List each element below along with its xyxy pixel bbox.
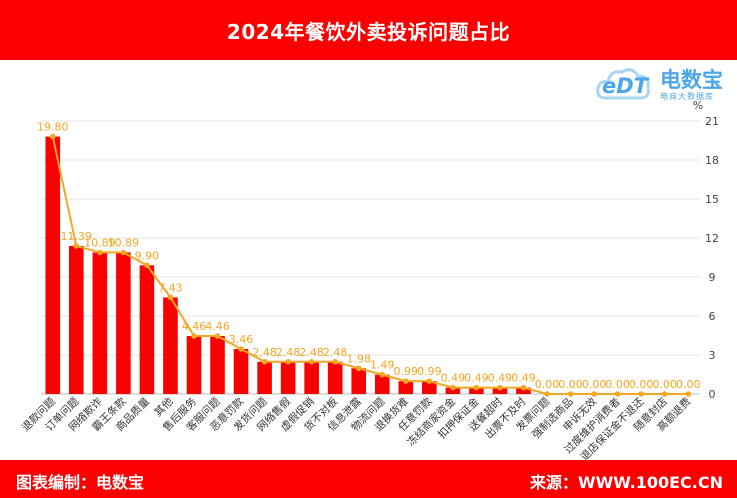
line-point [426, 378, 433, 384]
data-label: 0.00 [652, 378, 677, 391]
line-point [261, 358, 268, 365]
line-point [379, 371, 386, 378]
data-label: 0.00 [676, 378, 701, 391]
brand-logo: eDT 电数宝 电商大数据库 [594, 60, 734, 106]
line-point [473, 384, 480, 391]
bar [92, 252, 108, 394]
line-point [144, 262, 150, 269]
line-point [685, 391, 692, 397]
bar [116, 252, 131, 394]
bar [45, 136, 61, 394]
bar [163, 297, 178, 394]
line-point [191, 333, 197, 339]
logo-edt: eDT [602, 74, 648, 98]
bar [398, 381, 414, 394]
line-point [403, 378, 409, 384]
y-tick-label: 9 [709, 271, 716, 284]
data-label: 0.49 [488, 372, 513, 385]
line-point [638, 391, 644, 397]
bar [233, 349, 249, 394]
y-tick-label: 3 [709, 349, 716, 362]
data-label: 3.46 [229, 333, 254, 346]
bar [210, 336, 225, 394]
data-label: 1.49 [370, 359, 395, 372]
bar [69, 245, 84, 394]
line-point [167, 294, 174, 301]
line-point [450, 384, 456, 391]
bar [374, 374, 390, 394]
line-point [614, 391, 621, 397]
data-label: 0.99 [394, 365, 419, 378]
line-point [567, 391, 574, 397]
y-tick-label: 21 [705, 115, 719, 128]
data-label: 1.98 [346, 352, 371, 365]
bar-chart: 036912151821%19.8011.3910.8910.899.907.4… [19, 99, 719, 460]
logo-subtitle: 电商大数据库 [660, 92, 714, 101]
data-label: 4.46 [182, 320, 207, 333]
y-axis-unit: % [693, 99, 703, 112]
y-tick-label: 12 [705, 232, 719, 245]
footer-banner: 图表编制：电数宝 来源：WWW.100EC.CN [0, 460, 737, 498]
y-tick-label: 18 [705, 154, 719, 167]
y-tick-label: 0 [709, 388, 716, 401]
line-series [51, 136, 689, 395]
bar [445, 387, 461, 394]
data-label: 2.48 [323, 346, 348, 359]
data-label: 10.89 [108, 236, 140, 249]
bar [304, 361, 319, 394]
line-point [97, 249, 103, 256]
data-label: 19.80 [37, 121, 69, 134]
data-label: 2.48 [252, 346, 277, 359]
data-label: 0.49 [511, 372, 536, 385]
y-tick-label: 6 [709, 310, 716, 323]
data-label: 9.90 [135, 249, 160, 262]
line-point [355, 365, 362, 372]
data-label: 4.46 [205, 320, 230, 333]
y-tick-label: 15 [705, 193, 719, 206]
data-label: 0.00 [558, 378, 583, 391]
line-point [661, 391, 668, 397]
line-point [520, 384, 527, 391]
data-label: 2.48 [276, 346, 301, 359]
line-point [120, 249, 127, 256]
data-label: 11.39 [61, 230, 93, 243]
bar [327, 361, 343, 394]
bar [469, 387, 484, 394]
bar [422, 381, 437, 394]
data-label: 0.00 [629, 378, 654, 391]
data-label: 0.49 [441, 372, 466, 385]
line-point [49, 133, 56, 140]
logo-name: 电数宝 [660, 68, 723, 92]
line-point [591, 391, 597, 397]
bar [280, 361, 296, 394]
line-point [238, 346, 244, 352]
data-label: 0.00 [535, 378, 560, 391]
data-label: 0.99 [417, 365, 442, 378]
bar [492, 387, 508, 394]
line-point [332, 358, 338, 365]
bar [186, 336, 202, 394]
footer-editor: 图表编制：电数宝 [16, 473, 145, 492]
data-label: 2.48 [299, 346, 324, 359]
cloud-icon [596, 68, 650, 100]
data-label: 10.89 [84, 236, 116, 249]
line-point [285, 358, 291, 365]
line-point [73, 243, 80, 249]
chart-title: 2024年餐饮外卖投诉问题占比 [226, 19, 511, 44]
line-point [497, 384, 503, 391]
title-banner: 2024年餐饮外卖投诉问题占比 [0, 0, 737, 60]
line-point [308, 358, 315, 365]
bar [351, 368, 367, 394]
bar [139, 265, 155, 394]
line-point [544, 391, 550, 397]
data-label: 0.49 [464, 372, 489, 385]
bar [516, 387, 531, 394]
bar [257, 361, 272, 394]
footer-source: 来源：WWW.100EC.CN [529, 473, 723, 492]
data-label: 0.00 [605, 378, 630, 391]
data-label: 0.00 [582, 378, 607, 391]
data-label: 7.43 [158, 281, 183, 294]
line-point [214, 333, 221, 339]
